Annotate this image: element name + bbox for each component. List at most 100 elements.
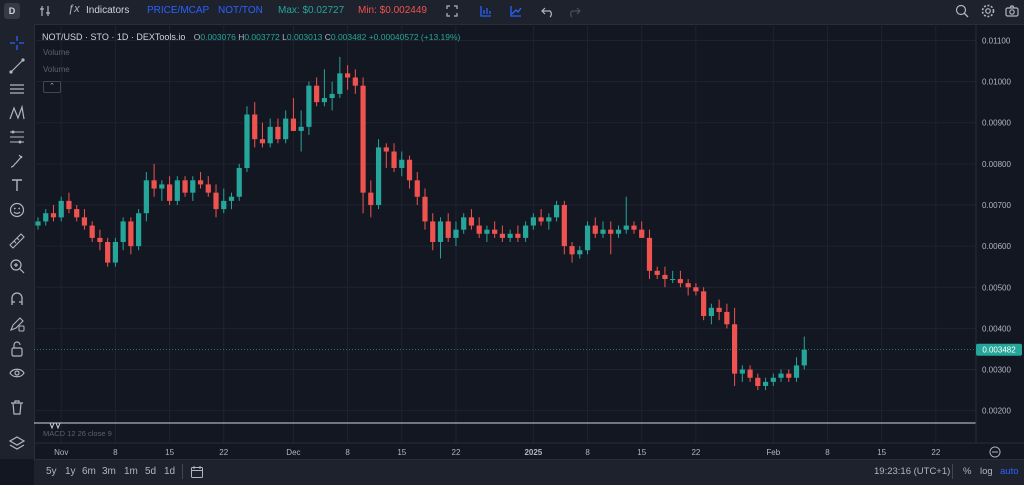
candle-body	[546, 217, 552, 222]
candle-body	[615, 229, 622, 234]
indicators-icon[interactable]: ƒx	[68, 3, 80, 15]
price-mcap-toggle[interactable]: PRICE/MCAP	[147, 5, 210, 16]
candle-body	[221, 200, 227, 210]
candle-body	[476, 225, 482, 234]
candle-body	[35, 221, 41, 226]
compare-icon[interactable]	[37, 3, 53, 19]
time-tick-label: 2025	[524, 448, 542, 457]
quick-search-icon[interactable]	[954, 3, 970, 19]
trend-line-icon[interactable]	[8, 57, 26, 75]
candle-body	[739, 369, 745, 374]
symbol-title[interactable]: NOT/USD · STO · 1D · DEXTools.io	[42, 32, 186, 42]
time-tick-label: Feb	[766, 448, 780, 457]
candle-body	[724, 311, 730, 325]
undo-icon[interactable]	[540, 3, 556, 19]
timeframe-5d[interactable]: 5d	[145, 466, 157, 477]
symbol-button[interactable]: D	[4, 3, 20, 19]
pattern-icon[interactable]	[8, 104, 26, 122]
redo-icon[interactable]	[566, 3, 582, 19]
candle-body	[569, 246, 575, 255]
candle-body	[205, 184, 211, 193]
candle-body	[662, 274, 668, 280]
eye-icon[interactable]	[8, 364, 26, 382]
candle-body	[406, 159, 413, 181]
time-tick-label: 15	[397, 448, 406, 457]
timeframe-1m[interactable]: 1m	[124, 466, 138, 477]
time-tick-label: Nov	[54, 448, 68, 457]
ruler-icon[interactable]	[8, 232, 26, 250]
line-chart-icon[interactable]	[508, 3, 524, 19]
price-chart[interactable]: 0.01100 0.01000 0.00900 0.00800 0.00700 0.006…	[0, 0, 1024, 459]
percent-toggle[interactable]: %	[963, 466, 972, 477]
zoom-in-icon[interactable]	[8, 257, 26, 275]
candle-body	[89, 225, 95, 238]
candle-body	[631, 225, 637, 230]
timeframe-1d[interactable]: 1d	[164, 466, 176, 477]
fib-retracement-icon[interactable]	[8, 128, 26, 146]
settings-gear-icon[interactable]	[980, 3, 996, 19]
candle-body	[66, 200, 72, 210]
price-tick-label: 0.00400	[982, 324, 1011, 333]
candle-body	[553, 204, 560, 218]
time-tick-label: 22	[931, 448, 940, 457]
candle-body	[236, 167, 242, 197]
bar-chart-icon[interactable]	[478, 3, 494, 19]
candle-body	[778, 373, 784, 378]
timeframe-5y[interactable]: 5y	[46, 466, 57, 477]
macd-indicator-label[interactable]: MACD 12 26 close 9	[43, 429, 112, 438]
fullscreen-icon[interactable]	[444, 3, 460, 19]
current-price-text: 0.003482	[982, 346, 1016, 355]
candle-body	[244, 114, 250, 168]
horizontal-lines-icon[interactable]	[8, 80, 26, 98]
auto-scale-toggle[interactable]: auto	[1000, 466, 1019, 477]
clock-time[interactable]: 19:23:16 (UTC+1)	[874, 466, 951, 477]
text-tool-icon[interactable]	[8, 176, 26, 194]
not-ton-toggle[interactable]: NOT/TON	[218, 5, 263, 16]
emoji-icon[interactable]	[8, 201, 26, 219]
candle-body	[468, 217, 475, 226]
candle-body	[685, 283, 691, 288]
indicators-button[interactable]: Indicators	[86, 5, 130, 16]
candle-body	[97, 237, 103, 243]
price-tick-label: 0.00600	[982, 242, 1011, 251]
time-tick-label: 8	[825, 448, 830, 457]
time-axis: Nov 8 15 22 Dec 8 15 22 2025 8 15 22 Feb 8 15 22	[54, 448, 941, 457]
date-range-icon[interactable]	[190, 465, 204, 479]
layers-icon[interactable]	[8, 434, 26, 452]
trash-icon[interactable]	[8, 398, 26, 416]
timeframe-1y[interactable]: 1y	[65, 466, 76, 477]
timeframe-6m[interactable]: 6m	[82, 466, 96, 477]
top-toolbar: D ƒx Indicators PRICE/MCAP NOT/TON Max: …	[0, 0, 1024, 25]
candle-body	[306, 85, 312, 127]
time-tick-label: 15	[877, 448, 886, 457]
candle-body	[298, 126, 304, 131]
log-toggle[interactable]: log	[980, 466, 993, 477]
candle-body	[623, 225, 629, 230]
price-tick-label: 0.00800	[982, 160, 1011, 169]
legend-collapse-button[interactable]: ⌃	[43, 81, 61, 93]
lock-pencil-icon[interactable]	[8, 315, 26, 333]
candle-body	[275, 126, 281, 140]
brush-icon[interactable]	[8, 152, 26, 170]
candle-body	[190, 180, 196, 193]
candle-body	[58, 200, 64, 218]
candle-body	[530, 217, 536, 226]
candle-body	[352, 77, 358, 86]
lock-icon[interactable]	[8, 340, 26, 358]
candle-body	[368, 192, 374, 205]
timeframe-3m[interactable]: 3m	[102, 466, 116, 477]
candle-body	[708, 307, 714, 317]
crosshair-icon[interactable]	[8, 34, 26, 52]
candle-body	[577, 250, 583, 255]
candle-body	[801, 349, 807, 366]
pane-resize-icon	[49, 422, 61, 430]
candle-body	[646, 237, 653, 271]
magnet-icon[interactable]	[8, 290, 26, 308]
camera-snapshot-icon[interactable]	[1004, 3, 1020, 19]
candle-body	[329, 93, 335, 99]
candle-body	[701, 291, 707, 317]
candle-body	[600, 229, 606, 234]
candle-body	[561, 204, 567, 247]
price-tick-label: 0.00900	[982, 119, 1011, 128]
candle-body	[290, 118, 297, 131]
